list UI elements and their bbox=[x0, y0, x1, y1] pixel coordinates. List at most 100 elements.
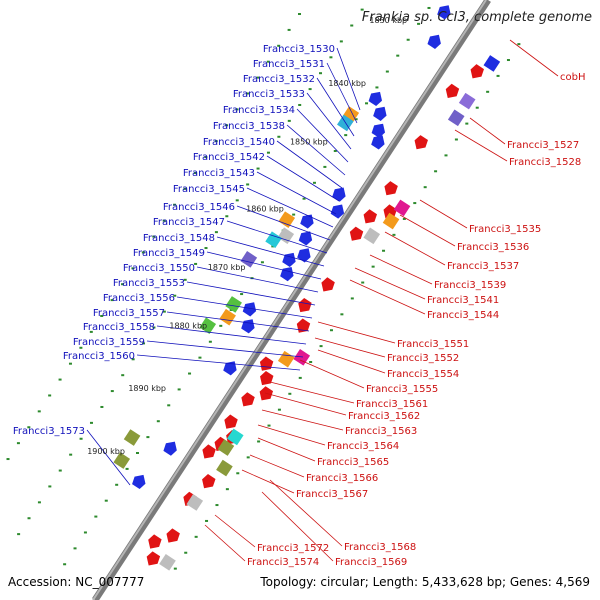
gene-arrow[interactable] bbox=[332, 187, 346, 202]
gene-block[interactable] bbox=[458, 92, 476, 110]
gene-label-forward[interactable]: Francci3_1550 bbox=[123, 263, 195, 274]
gene-arrow[interactable] bbox=[427, 34, 441, 49]
gene-label-forward[interactable]: Francci3_1531 bbox=[253, 59, 325, 70]
gene-arrow[interactable] bbox=[146, 551, 161, 566]
gene-arrow[interactable] bbox=[296, 318, 311, 333]
gene-arrow[interactable] bbox=[371, 135, 385, 150]
gene-label-forward[interactable]: Francci3_1543 bbox=[183, 168, 255, 179]
gene-block[interactable] bbox=[199, 317, 217, 334]
gene-arrow[interactable] bbox=[202, 474, 216, 489]
gene-label-reverse[interactable]: Francci3_1537 bbox=[447, 261, 519, 272]
gene-arrow[interactable] bbox=[132, 474, 146, 490]
gene-arrow[interactable] bbox=[445, 83, 460, 98]
gene-arrow[interactable] bbox=[298, 297, 312, 313]
gene-block[interactable] bbox=[123, 429, 141, 446]
gene-arrow[interactable] bbox=[224, 414, 238, 429]
gene-block[interactable] bbox=[186, 494, 204, 511]
gene-label-forward[interactable]: Francci3_1545 bbox=[173, 184, 245, 195]
gene-label-forward[interactable]: Francci3_1547 bbox=[153, 217, 225, 228]
gene-arrow[interactable] bbox=[373, 106, 387, 121]
gene-label-reverse[interactable]: Francci3_1541 bbox=[427, 295, 499, 306]
gene-block[interactable] bbox=[277, 350, 295, 368]
gene-label-reverse[interactable]: Francci3_1527 bbox=[507, 140, 579, 151]
gene-label-reverse[interactable]: Francci3_1566 bbox=[306, 473, 378, 484]
gene-block[interactable] bbox=[363, 227, 381, 245]
gene-label-reverse[interactable]: Francci3_1568 bbox=[344, 542, 416, 553]
gene-label-forward[interactable]: Francci3_1560 bbox=[63, 351, 135, 362]
gene-label-reverse[interactable]: Francci3_1567 bbox=[296, 489, 368, 500]
gene-block[interactable] bbox=[393, 199, 411, 217]
gene-label-forward[interactable]: Francci3_1533 bbox=[233, 89, 305, 100]
gene-arrow[interactable] bbox=[414, 135, 428, 150]
gene-label-reverse[interactable]: Francci3_1574 bbox=[247, 557, 319, 568]
gene-arrow[interactable] bbox=[363, 209, 377, 224]
gene-label-forward[interactable]: Francci3_1573 bbox=[13, 426, 85, 437]
gene-block[interactable] bbox=[219, 308, 236, 326]
gene-label-reverse[interactable]: Francci3_1561 bbox=[356, 399, 428, 410]
gene-arrow[interactable] bbox=[163, 441, 177, 456]
gene-arrow[interactable] bbox=[349, 226, 364, 241]
gene-block[interactable] bbox=[113, 452, 131, 469]
gene-arrow[interactable] bbox=[437, 5, 451, 20]
gene-arrow[interactable] bbox=[371, 123, 386, 138]
gene-label-reverse[interactable]: Francci3_1572 bbox=[257, 543, 329, 554]
gene-arrow[interactable] bbox=[297, 248, 311, 263]
gene-arrow[interactable] bbox=[223, 361, 237, 376]
gene-arrow[interactable] bbox=[330, 204, 345, 219]
gene-arrow[interactable] bbox=[383, 204, 397, 219]
gene-label-forward[interactable]: Francci3_1556 bbox=[103, 293, 175, 304]
gene-block[interactable] bbox=[483, 55, 501, 72]
gene-arrow[interactable] bbox=[384, 181, 398, 196]
gene-label-forward[interactable]: Francci3_1532 bbox=[243, 74, 315, 85]
gene-block[interactable] bbox=[159, 554, 176, 571]
gene-arrow[interactable] bbox=[470, 64, 484, 79]
gene-arrow[interactable] bbox=[241, 392, 255, 407]
gene-label-reverse[interactable]: Francci3_1551 bbox=[397, 339, 469, 350]
gene-label-reverse[interactable]: Francci3_1569 bbox=[335, 557, 407, 568]
gene-label-forward[interactable]: Francci3_1530 bbox=[263, 44, 335, 55]
gene-block[interactable] bbox=[226, 428, 244, 446]
gene-label-reverse[interactable]: Francci3_1528 bbox=[509, 157, 581, 168]
gene-label-reverse[interactable]: Francci3_1565 bbox=[317, 457, 389, 468]
gene-block[interactable] bbox=[265, 231, 282, 249]
gene-arrow[interactable] bbox=[259, 356, 274, 371]
gene-label-forward[interactable]: Francci3_1553 bbox=[113, 278, 185, 289]
gene-arrow[interactable] bbox=[280, 267, 294, 282]
gene-label-forward[interactable]: Francci3_1540 bbox=[203, 137, 275, 148]
gene-label-forward[interactable]: Francci3_1558 bbox=[83, 322, 155, 333]
gene-block[interactable] bbox=[277, 227, 295, 245]
gene-label-forward[interactable]: Francci3_1546 bbox=[163, 202, 235, 213]
gene-label-reverse[interactable]: Francci3_1555 bbox=[366, 384, 438, 395]
gene-arrow[interactable] bbox=[242, 302, 257, 317]
gene-arrow[interactable] bbox=[298, 231, 313, 246]
gene-block[interactable] bbox=[225, 296, 242, 313]
gene-label-forward[interactable]: Francci3_1559 bbox=[73, 337, 145, 348]
gene-arrow[interactable] bbox=[321, 277, 335, 292]
gene-block[interactable] bbox=[217, 439, 235, 456]
gene-arrow[interactable] bbox=[166, 528, 180, 543]
gene-arrow[interactable] bbox=[148, 534, 162, 549]
gene-arrow[interactable] bbox=[241, 319, 255, 334]
gene-block[interactable] bbox=[293, 349, 311, 366]
gene-label-reverse[interactable]: Francci3_1552 bbox=[387, 353, 459, 364]
gene-block[interactable] bbox=[278, 211, 296, 228]
gene-label-reverse[interactable]: Francci3_1535 bbox=[469, 224, 541, 235]
gene-label-reverse[interactable]: Francci3_1544 bbox=[427, 310, 499, 321]
gene-arrow[interactable] bbox=[202, 444, 216, 459]
gene-block[interactable] bbox=[240, 251, 258, 268]
gene-arrow[interactable] bbox=[368, 91, 383, 107]
gene-label-reverse[interactable]: cobH bbox=[560, 72, 585, 83]
gene-label-reverse[interactable]: Francci3_1536 bbox=[457, 242, 529, 253]
gene-arrow[interactable] bbox=[282, 252, 296, 268]
gene-label-reverse[interactable]: Francci3_1563 bbox=[345, 426, 417, 437]
gene-label-forward[interactable]: Francci3_1549 bbox=[133, 248, 205, 259]
gene-label-forward[interactable]: Francci3_1548 bbox=[143, 233, 215, 244]
gene-label-forward[interactable]: Francci3_1538 bbox=[213, 121, 285, 132]
gene-label-forward[interactable]: Francci3_1534 bbox=[223, 105, 295, 116]
gene-label-reverse[interactable]: Francci3_1564 bbox=[327, 441, 399, 452]
gene-block[interactable] bbox=[382, 212, 400, 230]
gene-label-reverse[interactable]: Francci3_1539 bbox=[434, 280, 506, 291]
gene-block[interactable] bbox=[216, 459, 233, 477]
gene-label-reverse[interactable]: Francci3_1554 bbox=[387, 369, 459, 380]
gene-label-forward[interactable]: Francci3_1542 bbox=[193, 152, 265, 163]
